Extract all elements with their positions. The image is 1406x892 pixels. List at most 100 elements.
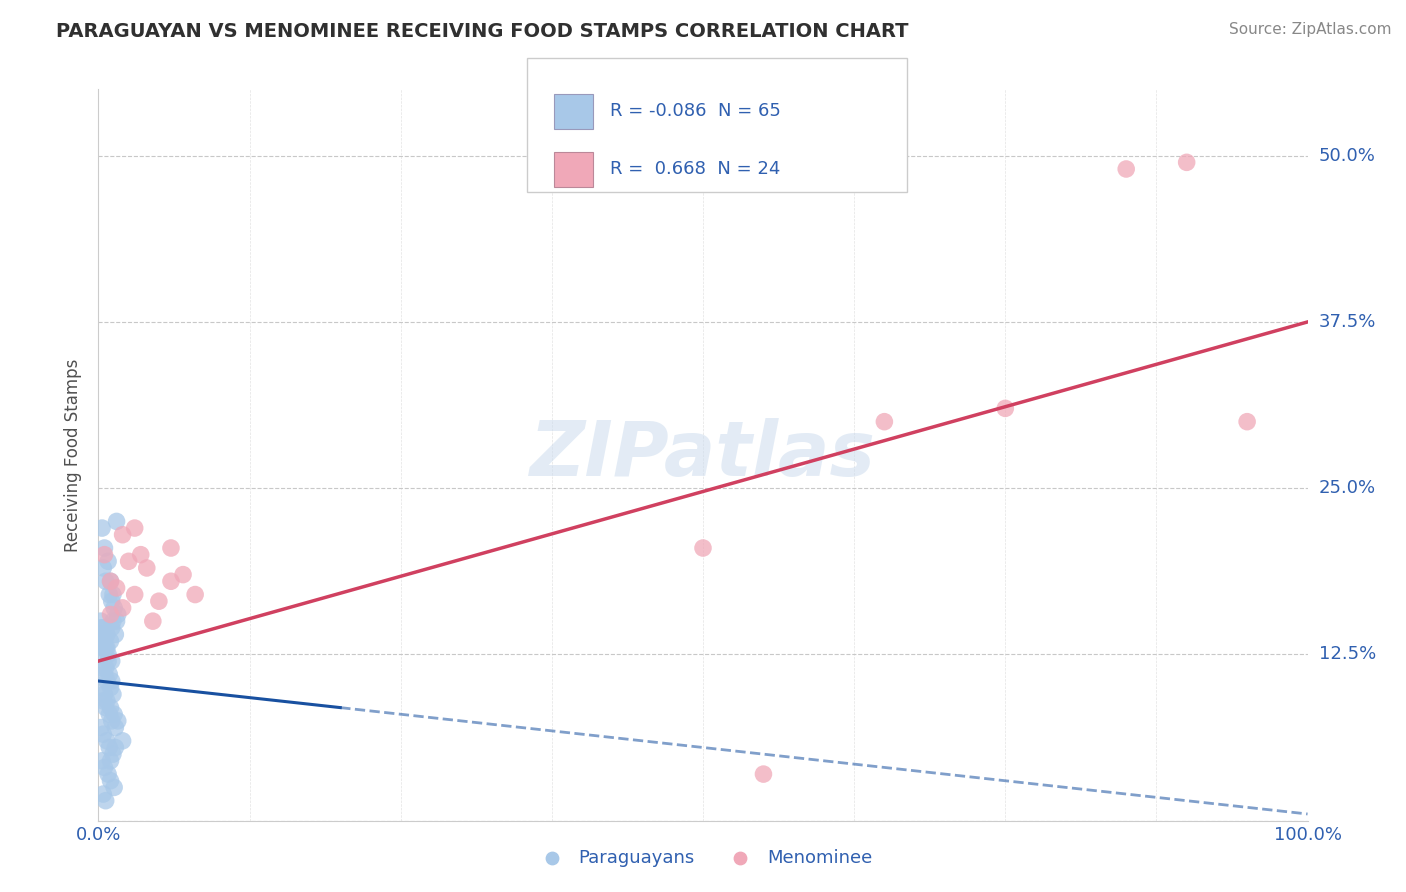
Point [97,654,120,668]
Point [94,700,117,714]
Point [1236,415,1258,429]
Point [105,515,128,529]
Point [142,614,165,628]
Text: PARAGUAYAN VS MENOMINEE RECEIVING FOOD STAMPS CORRELATION CHART: PARAGUAYAN VS MENOMINEE RECEIVING FOOD S… [56,22,908,41]
Point [97,554,120,568]
Point [103,780,125,795]
Point [111,734,134,748]
Point [129,548,152,562]
Point [91,681,114,695]
Point [91,787,114,801]
Text: R = -0.086  N = 65: R = -0.086 N = 65 [610,103,782,120]
Point [100,754,122,768]
Point [93,548,115,562]
Text: 50.0%: 50.0% [1319,146,1375,165]
Text: R =  0.668  N = 24: R = 0.668 N = 24 [610,161,780,178]
Point [98,707,121,722]
Point [994,401,1017,416]
Point [97,648,120,662]
Legend: Paraguayans, Menominee: Paraguayans, Menominee [526,841,880,874]
Point [91,754,114,768]
Point [96,627,118,641]
Point [111,527,134,541]
Point [96,734,118,748]
Point [160,541,183,555]
Point [752,767,775,781]
Point [692,541,714,555]
Point [100,574,122,589]
Y-axis label: Receiving Food Stamps: Receiving Food Stamps [65,359,83,551]
Point [97,767,120,781]
Point [104,740,127,755]
Point [873,415,896,429]
Point [100,574,122,589]
Point [91,661,114,675]
Point [100,714,122,728]
Text: ZIPatlas: ZIPatlas [530,418,876,491]
Point [98,667,121,681]
Point [100,594,122,608]
Point [104,627,127,641]
Point [103,707,125,722]
Point [100,634,122,648]
Point [100,673,122,688]
Point [104,721,127,735]
Point [100,700,122,714]
Point [124,521,146,535]
Point [93,648,115,662]
Point [101,588,124,602]
Point [96,694,118,708]
Point [100,607,122,622]
Point [93,760,115,774]
Point [101,687,124,701]
Text: 25.0%: 25.0% [1319,479,1376,497]
Point [107,607,129,622]
Point [105,581,128,595]
Point [93,687,115,701]
Point [1175,155,1198,169]
Point [160,574,183,589]
Point [90,621,112,635]
Point [100,654,122,668]
Point [93,667,115,681]
Text: 12.5%: 12.5% [1319,646,1376,664]
Point [100,621,122,635]
Point [96,640,118,655]
Point [91,521,114,535]
Point [98,588,121,602]
Point [148,594,170,608]
Point [94,640,117,655]
Point [91,634,114,648]
Point [91,727,114,741]
Point [184,588,207,602]
Point [118,554,141,568]
Point [105,614,128,628]
Point [91,621,114,635]
Point [101,614,124,628]
Point [93,541,115,555]
Point [91,694,114,708]
Point [111,600,134,615]
Point [103,600,125,615]
Point [135,561,157,575]
Point [124,588,146,602]
Point [100,773,122,788]
Point [93,634,115,648]
Point [90,614,112,628]
Text: 37.5%: 37.5% [1319,313,1376,331]
Point [91,627,114,641]
Point [172,567,194,582]
Point [101,747,124,761]
Point [94,574,117,589]
Point [96,673,118,688]
Point [100,681,122,695]
Point [1115,161,1137,176]
Point [94,794,117,808]
Text: Source: ZipAtlas.com: Source: ZipAtlas.com [1229,22,1392,37]
Point [91,640,114,655]
Point [94,661,117,675]
Point [98,740,121,755]
Point [91,561,114,575]
Point [90,721,112,735]
Point [107,714,129,728]
